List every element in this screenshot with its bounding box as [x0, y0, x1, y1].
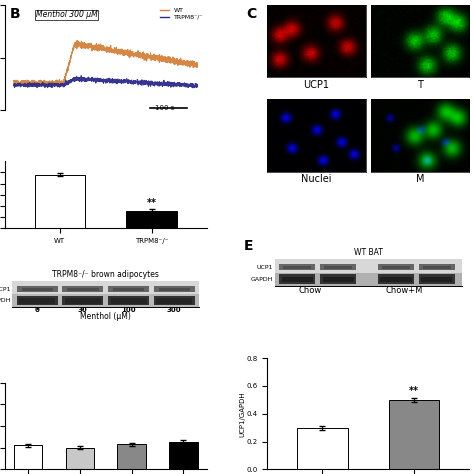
- Title: WT BAT: WT BAT: [354, 248, 383, 257]
- Bar: [389, 400, 439, 469]
- Bar: [323, 277, 354, 283]
- Bar: [378, 264, 414, 271]
- Text: 30: 30: [78, 308, 88, 313]
- Text: **: **: [409, 386, 419, 396]
- Bar: [108, 286, 149, 292]
- Bar: [63, 286, 103, 292]
- X-axis label: M: M: [416, 174, 424, 184]
- Bar: [12, 294, 200, 307]
- Text: Chow+M: Chow+M: [386, 286, 423, 295]
- Bar: [382, 266, 410, 269]
- Text: C: C: [246, 7, 257, 21]
- Bar: [154, 296, 195, 305]
- Text: 300: 300: [167, 308, 182, 313]
- Bar: [108, 296, 149, 305]
- Bar: [113, 288, 144, 291]
- Legend: WT, TRPM8⁻/⁻: WT, TRPM8⁻/⁻: [160, 8, 203, 20]
- Bar: [282, 277, 313, 283]
- Text: 100 s: 100 s: [155, 105, 175, 111]
- Bar: [65, 447, 94, 469]
- Bar: [14, 446, 42, 469]
- Bar: [423, 266, 450, 269]
- Bar: [274, 273, 462, 286]
- Text: E: E: [244, 239, 254, 254]
- Bar: [279, 274, 315, 284]
- Text: 100: 100: [121, 308, 136, 313]
- Text: Chow: Chow: [299, 286, 322, 295]
- Bar: [110, 298, 146, 304]
- Text: UCP1: UCP1: [257, 265, 273, 270]
- Text: UCP1: UCP1: [0, 287, 10, 292]
- Bar: [63, 296, 103, 305]
- Bar: [419, 264, 455, 271]
- Bar: [22, 288, 53, 291]
- X-axis label: UCP1: UCP1: [303, 80, 329, 90]
- Text: GAPDH: GAPDH: [0, 298, 10, 303]
- Text: GAPDH: GAPDH: [251, 277, 273, 282]
- Bar: [127, 210, 177, 228]
- Text: Menthol 300 μM: Menthol 300 μM: [36, 10, 98, 19]
- X-axis label: Nuclei: Nuclei: [301, 174, 332, 184]
- Text: Menthol (μM): Menthol (μM): [80, 312, 131, 321]
- Bar: [320, 274, 356, 284]
- Bar: [156, 298, 192, 304]
- Bar: [320, 264, 356, 271]
- Bar: [154, 286, 195, 292]
- Bar: [12, 281, 200, 307]
- Text: B: B: [9, 7, 20, 21]
- Bar: [19, 298, 55, 304]
- Bar: [419, 274, 455, 284]
- Y-axis label: UCP1/GAPDH: UCP1/GAPDH: [239, 391, 245, 437]
- Bar: [35, 174, 85, 228]
- Bar: [17, 286, 58, 292]
- Bar: [283, 266, 311, 269]
- Bar: [378, 274, 414, 284]
- Bar: [279, 264, 315, 271]
- Bar: [380, 277, 411, 283]
- Bar: [65, 298, 101, 304]
- Bar: [67, 288, 99, 291]
- Bar: [118, 445, 146, 469]
- Title: TRPM8⁻/⁻ brown adipocytes: TRPM8⁻/⁻ brown adipocytes: [52, 270, 159, 279]
- Bar: [324, 266, 352, 269]
- Bar: [274, 259, 462, 286]
- Bar: [297, 428, 347, 469]
- Bar: [421, 277, 452, 283]
- Text: **: **: [146, 198, 156, 209]
- Bar: [159, 288, 190, 291]
- Bar: [169, 442, 198, 469]
- Bar: [17, 296, 58, 305]
- Text: 0: 0: [35, 308, 40, 313]
- X-axis label: T: T: [417, 80, 423, 90]
